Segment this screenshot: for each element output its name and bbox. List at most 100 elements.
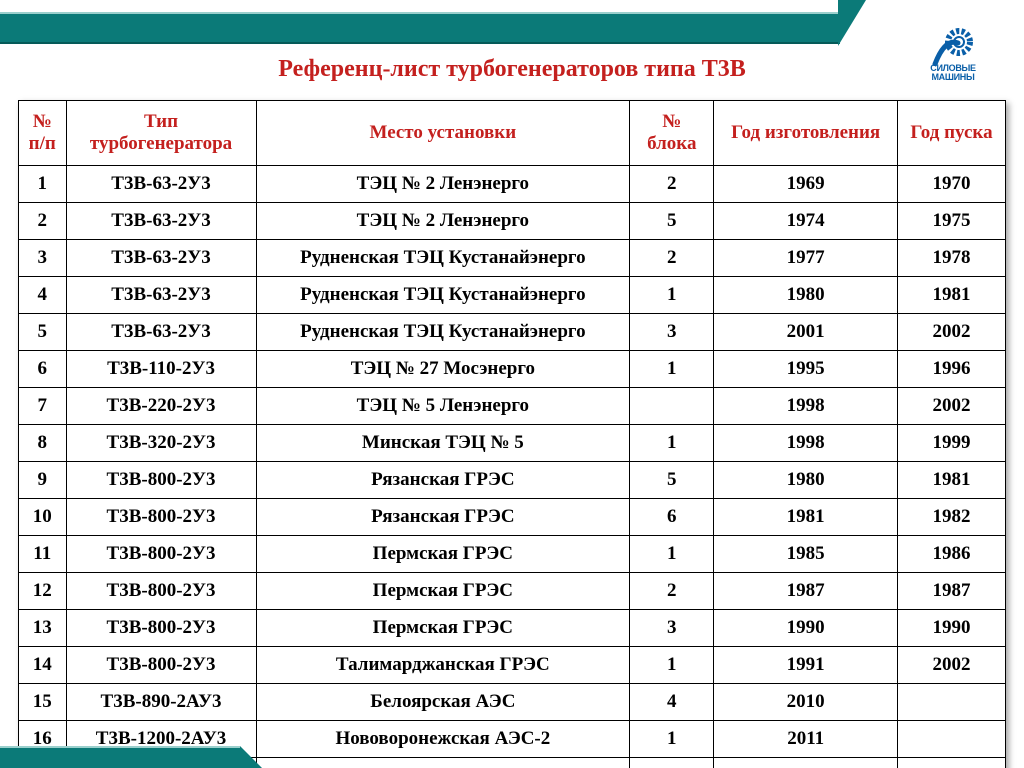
table-cell: Т3В-800-2У3: [66, 573, 256, 610]
table-cell: 2002: [897, 388, 1005, 425]
table-cell: 1: [630, 425, 714, 462]
table-cell: 1: [630, 721, 714, 758]
table-cell: 1982: [897, 499, 1005, 536]
footer-ribbon-end: [240, 746, 262, 768]
reference-table: № п/п Тип турбогенератора Место установк…: [18, 100, 1006, 768]
table-cell: 4: [19, 277, 67, 314]
table-cell: Т3В-800-2У3: [66, 610, 256, 647]
table-cell: 1986: [897, 536, 1005, 573]
table-cell: 1987: [714, 573, 898, 610]
table-cell: 5: [19, 314, 67, 351]
table-cell: 1: [630, 758, 714, 768]
table-header-row: № п/п Тип турбогенератора Место установк…: [19, 101, 1006, 166]
table-cell: 1991: [714, 647, 898, 684]
page-title: Референц-лист турбогенераторов типа Т3В: [0, 56, 1024, 83]
table-cell: Пермская ГРЭС: [256, 536, 630, 573]
table-cell: Минская ТЭЦ № 5: [256, 425, 630, 462]
table-cell: 1996: [897, 351, 1005, 388]
table-cell: Т3В-800-2У3: [66, 647, 256, 684]
table-cell: 2002: [897, 314, 1005, 351]
table-cell: Талимарджанская ГРЭС: [256, 647, 630, 684]
table-cell: 1: [630, 536, 714, 573]
table-cell: 1977: [714, 240, 898, 277]
table-cell: 1975: [897, 203, 1005, 240]
table-row: 3Т3В-63-2У3Рудненская ТЭЦ Кустанайэнерго…: [19, 240, 1006, 277]
table-cell: [630, 388, 714, 425]
table-cell: [897, 758, 1005, 768]
table-cell: 1980: [714, 462, 898, 499]
table-cell: Т3В-63-2У3: [66, 314, 256, 351]
footer-ribbon: [0, 746, 240, 768]
table-cell: 1: [630, 647, 714, 684]
table-row: 11Т3В-800-2У3Пермская ГРЭС119851986: [19, 536, 1006, 573]
table-cell: Пермская ГРЭС: [256, 610, 630, 647]
table-cell: Ленинградская АЭС-2: [256, 758, 630, 768]
table-cell: 1998: [714, 388, 898, 425]
table-cell: Пермская ГРЭС: [256, 573, 630, 610]
table-row: 2Т3В-63-2У3ТЭЦ № 2 Ленэнерго519741975: [19, 203, 1006, 240]
table-cell: ТЭЦ № 27 Мосэнерго: [256, 351, 630, 388]
table-cell: 13: [19, 610, 67, 647]
table-cell: 1970: [897, 166, 1005, 203]
table-cell: Рязанская ГРЭС: [256, 462, 630, 499]
table-cell: Рудненская ТЭЦ Кустанайэнерго: [256, 240, 630, 277]
table-cell: 2001: [714, 314, 898, 351]
table-row: 12Т3В-800-2У3Пермская ГРЭС219871987: [19, 573, 1006, 610]
table-cell: 3: [630, 610, 714, 647]
table-row: 9Т3В-800-2У3Рязанская ГРЭС519801981: [19, 462, 1006, 499]
table-cell: ТЭЦ № 5 Ленэнерго: [256, 388, 630, 425]
table-row: 8Т3В-320-2У3Минская ТЭЦ № 5119981999: [19, 425, 1006, 462]
table-row: 14Т3В-800-2У3Талимарджанская ГРЭС1199120…: [19, 647, 1006, 684]
table-cell: 3: [630, 314, 714, 351]
table-cell: Нововоронежская АЭС-2: [256, 721, 630, 758]
table-cell: Т3В-800-2У3: [66, 499, 256, 536]
table-cell: 10: [19, 499, 67, 536]
col-header-block: № блока: [630, 101, 714, 166]
table-cell: 2010: [714, 684, 898, 721]
table-cell: 15: [19, 684, 67, 721]
table-cell: 1990: [714, 610, 898, 647]
table-cell: 1981: [897, 277, 1005, 314]
table-cell: ТЭЦ № 2 Ленэнерго: [256, 166, 630, 203]
table-cell: 3: [19, 240, 67, 277]
table-cell: Рудненская ТЭЦ Кустанайэнерго: [256, 277, 630, 314]
table-cell: 12: [19, 573, 67, 610]
col-header-year-run: Год пуска: [897, 101, 1005, 166]
table-cell: 4: [630, 684, 714, 721]
table-cell: 2: [630, 166, 714, 203]
table-cell: 1987: [897, 573, 1005, 610]
table-cell: 9: [19, 462, 67, 499]
table-cell: 1974: [714, 203, 898, 240]
table-cell: 6: [630, 499, 714, 536]
table-cell: 14: [19, 647, 67, 684]
table-cell: 1: [630, 277, 714, 314]
table-cell: ТЭЦ № 2 Ленэнерго: [256, 203, 630, 240]
col-header-place: Место установки: [256, 101, 630, 166]
table-cell: 6: [19, 351, 67, 388]
col-header-index: № п/п: [19, 101, 67, 166]
table-cell: 1985: [714, 536, 898, 573]
table-row: 6Т3В-110-2У3ТЭЦ № 27 Мосэнерго119951996: [19, 351, 1006, 388]
table-cell: Т3В-800-2У3: [66, 536, 256, 573]
table-cell: 5: [630, 462, 714, 499]
table-row: 10Т3В-800-2У3Рязанская ГРЭС619811982: [19, 499, 1006, 536]
col-header-type: Тип турбогенератора: [66, 101, 256, 166]
table-row: 5Т3В-63-2У3Рудненская ТЭЦ Кустанайэнерго…: [19, 314, 1006, 351]
table-cell: [897, 721, 1005, 758]
table-row: 15Т3В-890-2АУ3Белоярская АЭС42010: [19, 684, 1006, 721]
table-cell: 1978: [897, 240, 1005, 277]
table-cell: Рудненская ТЭЦ Кустанайэнерго: [256, 314, 630, 351]
table-cell: Т3В-110-2У3: [66, 351, 256, 388]
table-cell: Т3В-800-2У3: [66, 462, 256, 499]
table-cell: 1981: [897, 462, 1005, 499]
table-cell: Т3В-320-2У3: [66, 425, 256, 462]
table-cell: 1999: [897, 425, 1005, 462]
table-cell: 1: [19, 166, 67, 203]
table-row: 4Т3В-63-2У3Рудненская ТЭЦ Кустанайэнерго…: [19, 277, 1006, 314]
table-cell: 7: [19, 388, 67, 425]
table-cell: 1981: [714, 499, 898, 536]
table-cell: 1969: [714, 166, 898, 203]
table-cell: Т3В-63-2У3: [66, 203, 256, 240]
table-cell: [897, 684, 1005, 721]
table-cell: 8: [19, 425, 67, 462]
